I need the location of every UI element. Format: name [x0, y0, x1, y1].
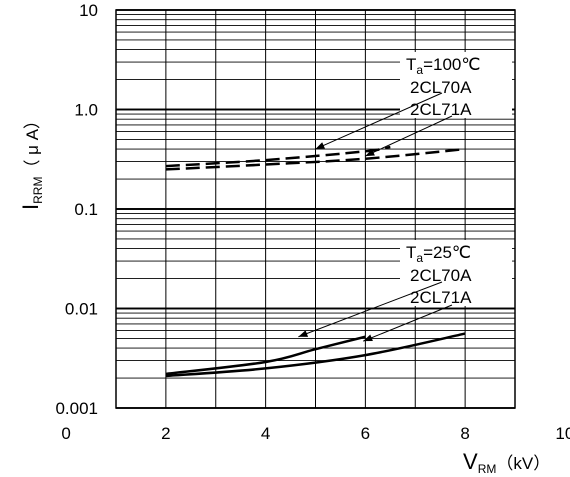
y-tick-label: 0.1 — [74, 200, 98, 219]
series-line-2cl70a-100 — [165, 145, 391, 168]
y-axis-title-main: I — [18, 204, 43, 210]
series-line-2cl70a-25 — [165, 335, 366, 376]
annotation-temperature: Ta=100℃ — [406, 55, 480, 77]
x-tick-label: 6 — [361, 424, 370, 443]
annotation-label-2cl70a: 2CL70A — [410, 78, 472, 97]
y-tick-label: 0.01 — [65, 300, 98, 319]
series-lines — [165, 145, 466, 378]
x-axis-title-unit: （kV） — [496, 454, 550, 473]
annotation-background — [400, 240, 512, 306]
annotation-temperature: Ta=25℃ — [406, 243, 471, 265]
annotation-label-2cl70a: 2CL70A — [410, 266, 472, 285]
series-line-2cl71a-100 — [165, 147, 466, 171]
x-axis-title-main: V — [463, 449, 478, 474]
series-line-2cl71a-25 — [165, 332, 466, 378]
x-tick-label: 10 — [555, 424, 570, 443]
y-tick-label: 0.001 — [55, 399, 98, 418]
annotation-arrowhead — [363, 334, 373, 342]
annotation-arrowhead — [315, 142, 326, 150]
svg-text:IRRM（ μ A）: IRRM（ μ A） — [18, 112, 45, 210]
annotation-leader-line — [315, 92, 443, 150]
y-tick-label: 1.0 — [74, 101, 98, 120]
annotation-leader-line — [365, 115, 453, 157]
annotation-arrowhead — [365, 149, 375, 157]
annotation-temp-sub: a — [416, 63, 423, 77]
x-axis-title-sub: RM — [478, 462, 497, 476]
tick-labels: 0 2 4 6 8 10 10 1.0 0.1 0.01 0.001 — [55, 1, 570, 443]
x-tick-label: 4 — [261, 424, 270, 443]
annotation-temp-sub: a — [416, 251, 423, 265]
annotation-leader-line — [363, 304, 453, 342]
annotation-temp-value: =100℃ — [423, 55, 480, 74]
x-tick-label: 8 — [460, 424, 469, 443]
annotation-leader-line — [298, 281, 443, 338]
annotation-background — [400, 52, 512, 118]
annotation-label-2cl71a: 2CL71A — [410, 288, 472, 307]
y-axis-title-unit: （ μ A） — [23, 112, 42, 177]
annotation-arrowhead — [298, 330, 309, 337]
x-tick-label: 0 — [61, 424, 70, 443]
annotation-temp-prefix: T — [406, 55, 416, 74]
y-axis-title-sub: RRM — [31, 177, 45, 204]
annotation-label-2cl71a: 2CL71A — [410, 100, 472, 119]
plot-frame — [115, 9, 516, 409]
x-tick-label: 2 — [161, 424, 170, 443]
annotation-temp-value: =25℃ — [423, 243, 471, 262]
annotation-temp-prefix: T — [406, 243, 416, 262]
x-axis-title: VRM（kV） — [463, 449, 550, 476]
y-axis-title: IRRM（ μ A） — [18, 112, 45, 210]
y-tick-label: 10 — [79, 1, 98, 20]
